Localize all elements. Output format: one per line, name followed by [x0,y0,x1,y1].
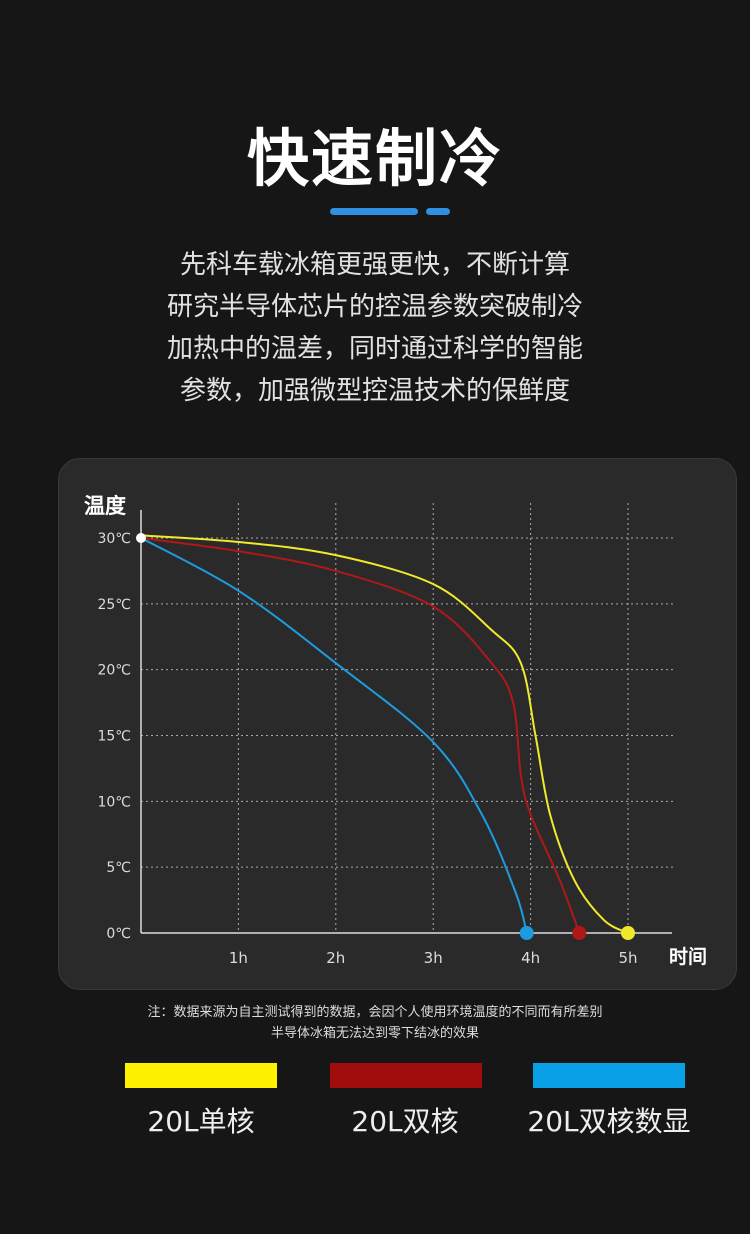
footnote-line: 注：数据来源为自主测试得到的数据，会因个人使用环境温度的不同而有所差别 [147,1005,603,1020]
x-tick-label: 2h [326,949,345,967]
y-tick-label: 30℃ [97,531,131,547]
start-point [136,533,146,543]
legend-label: 20L双核数显 [527,1105,691,1138]
x-tick-label: 3h [424,949,443,967]
description-line: 加热中的温差，同时通过科学的智能 [166,334,583,364]
x-tick-label: 4h [521,949,540,967]
series-end-point-1 [572,926,587,940]
description-line: 研究半导体芯片的控温参数突破制冷 [166,292,583,322]
y-tick-label: 15℃ [97,729,131,745]
y-tick-label: 25℃ [97,597,131,613]
description: 先科车载冰箱更强更快，不断计算 研究半导体芯片的控温参数突破制冷 加热中的温差，… [0,244,750,412]
series-line-1 [140,537,581,934]
y-tick-label: 10℃ [97,794,131,810]
y-axis-label: 温度 [84,494,126,518]
page-title: 快速制冷 [246,122,503,195]
series-end-point-2 [519,926,534,940]
series-line-0 [140,534,629,934]
accent-bar-short [426,208,450,215]
legend-swatch-dual-core [330,1063,482,1088]
accent-bar [330,208,418,215]
footnote-line: 半导体冰箱无法达到零下结冰的效果 [270,1026,479,1041]
x-tick-label: 1h [229,949,248,967]
legend-swatch-dual-core-display [533,1063,685,1088]
series-end-point-0 [621,926,635,940]
description-line: 参数，加强微型控温技术的保鲜度 [179,376,570,406]
description-line: 先科车载冰箱更强更快，不断计算 [179,250,570,280]
y-tick-label: 20℃ [97,663,131,679]
legend-label: 20L单核 [147,1105,255,1138]
footnote: 注：数据来源为自主测试得到的数据，会因个人使用环境温度的不同而有所差别 半导体冰… [0,1002,750,1044]
x-axis-label: 时间 [669,946,707,968]
chart-card [58,458,737,990]
series-line-2 [140,537,528,934]
y-tick-label: 0℃ [106,926,131,942]
legend-label: 20L双核 [351,1105,459,1138]
x-tick-label: 5h [618,949,637,967]
legend-swatch-single-core [125,1063,277,1088]
y-tick-label: 5℃ [106,860,131,876]
